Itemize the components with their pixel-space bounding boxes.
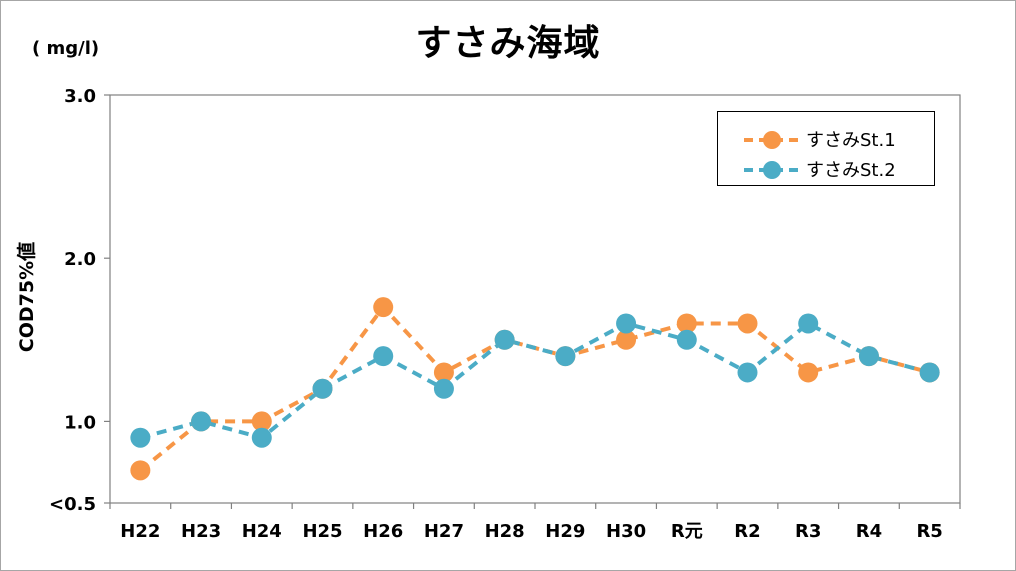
y-tick-labels: <0.5 1.0 2.0 3.0 bbox=[49, 86, 96, 515]
y-tick-label: 2.0 bbox=[64, 249, 96, 270]
x-tick-label: H27 bbox=[424, 521, 464, 542]
x-tick-label: H25 bbox=[302, 521, 342, 542]
data-point-st2 bbox=[737, 362, 758, 383]
x-tick-label: H28 bbox=[485, 521, 525, 542]
x-tick-label: H26 bbox=[363, 521, 403, 542]
data-point-st1 bbox=[433, 362, 454, 383]
legend-item-st2: すさみSt.2 bbox=[718, 153, 934, 183]
x-tick-label: H29 bbox=[545, 521, 585, 542]
data-point-st2 bbox=[676, 329, 697, 350]
data-point-st1 bbox=[616, 329, 637, 350]
x-tick-label: H24 bbox=[242, 521, 282, 542]
x-tick-label: H23 bbox=[181, 521, 221, 542]
legend-label-st1: すさみSt.1 bbox=[806, 130, 896, 151]
data-point-st1 bbox=[130, 460, 151, 481]
data-point-st1 bbox=[737, 313, 758, 334]
data-point-st2 bbox=[130, 427, 151, 448]
y-tick-label: 3.0 bbox=[64, 86, 96, 107]
data-point-st2 bbox=[191, 411, 212, 432]
data-point-st1 bbox=[251, 411, 272, 432]
y-tick-label: <0.5 bbox=[49, 494, 96, 515]
unit-label: ( mg/l) bbox=[32, 38, 100, 59]
legend-item-st1: すさみSt.1 bbox=[718, 123, 934, 153]
x-tick-label: R3 bbox=[795, 521, 821, 542]
x-tick-label: R4 bbox=[856, 521, 882, 542]
data-point-st1 bbox=[798, 362, 819, 383]
data-point-st2 bbox=[433, 378, 454, 399]
data-point-st2 bbox=[858, 346, 879, 367]
data-point-st2 bbox=[312, 378, 333, 399]
data-point-st2 bbox=[555, 346, 576, 367]
legend-marker-st1 bbox=[744, 131, 800, 149]
series-points bbox=[130, 297, 940, 481]
y-tick-label: 1.0 bbox=[64, 412, 96, 433]
data-point-st2 bbox=[919, 362, 940, 383]
legend: すさみSt.1 すさみSt.2 bbox=[717, 111, 935, 186]
legend-label-st2: すさみSt.2 bbox=[806, 160, 896, 181]
x-tick-label: H30 bbox=[606, 521, 646, 542]
legend-marker-st2 bbox=[744, 161, 800, 179]
x-tick-label: H22 bbox=[120, 521, 160, 542]
data-point-st1 bbox=[676, 313, 697, 334]
series-line-2 bbox=[139, 321, 931, 440]
data-point-st2 bbox=[251, 427, 272, 448]
x-tick-label: R元 bbox=[671, 521, 703, 542]
chart-axes bbox=[104, 94, 961, 509]
x-tick-labels: H22 H23 H24 H25 H26 H27 H28 H29 H30 R元 R2 R3 R4 R5 bbox=[120, 521, 943, 542]
series-lines bbox=[139, 305, 931, 472]
data-point-st1 bbox=[373, 297, 394, 318]
x-tick-label: R2 bbox=[734, 521, 760, 542]
data-point-st2 bbox=[373, 346, 394, 367]
data-point-st2 bbox=[798, 313, 819, 334]
chart-title: すさみ海域 bbox=[415, 23, 601, 64]
data-point-st2 bbox=[494, 329, 515, 350]
x-tick-label: R5 bbox=[916, 521, 942, 542]
data-point-st2 bbox=[616, 313, 637, 334]
